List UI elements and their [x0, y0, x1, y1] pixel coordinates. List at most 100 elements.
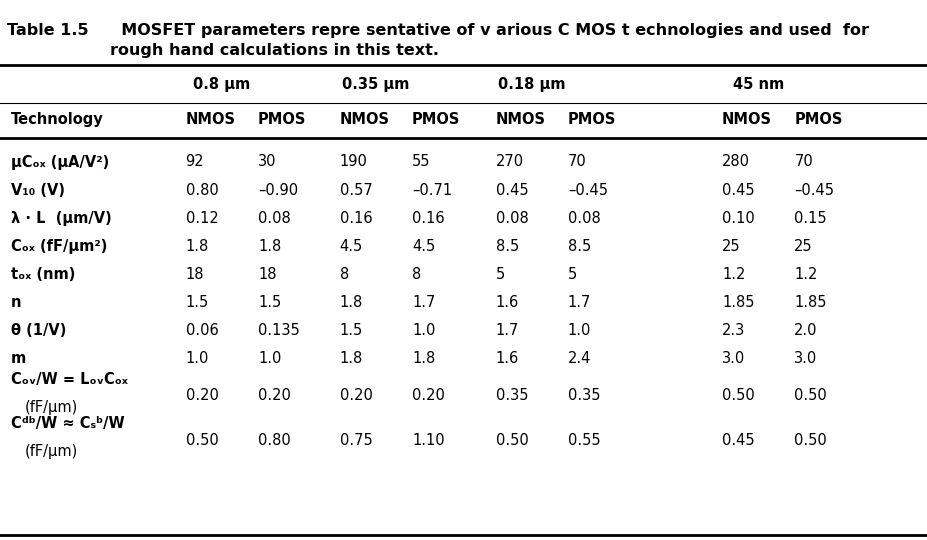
Text: 0.75: 0.75 — [339, 433, 372, 448]
Text: Cᵈᵇ/W ≈ Cₛᵇ/W: Cᵈᵇ/W ≈ Cₛᵇ/W — [11, 416, 124, 431]
Text: 0.45: 0.45 — [721, 183, 754, 198]
Text: NMOS: NMOS — [495, 112, 545, 127]
Text: 0.20: 0.20 — [258, 388, 290, 403]
Text: 0.45: 0.45 — [721, 433, 754, 448]
Text: 0.35 μm: 0.35 μm — [342, 77, 409, 92]
Text: –0.45: –0.45 — [567, 183, 607, 198]
Text: V₁₀ (V): V₁₀ (V) — [11, 183, 65, 198]
Text: 0.57: 0.57 — [339, 183, 372, 198]
Text: 1.0: 1.0 — [258, 351, 281, 366]
Text: PMOS: PMOS — [412, 112, 460, 127]
Text: –0.71: –0.71 — [412, 183, 451, 198]
Text: 0.16: 0.16 — [339, 211, 372, 226]
Text: 92: 92 — [185, 154, 204, 170]
Text: (fF/μm): (fF/μm) — [25, 400, 78, 415]
Text: 0.18 μm: 0.18 μm — [498, 77, 565, 92]
Text: 0.80: 0.80 — [258, 433, 290, 448]
Text: NMOS: NMOS — [339, 112, 389, 127]
Text: 1.7: 1.7 — [567, 295, 590, 310]
Text: 1.10: 1.10 — [412, 433, 444, 448]
Text: 1.6: 1.6 — [495, 351, 518, 366]
Text: 1.2: 1.2 — [794, 267, 817, 282]
Text: Technology: Technology — [11, 112, 104, 127]
Text: 0.35: 0.35 — [495, 388, 527, 403]
Text: 0.08: 0.08 — [495, 211, 527, 226]
Text: 0.8 μm: 0.8 μm — [193, 77, 250, 92]
Text: Table 1.5: Table 1.5 — [7, 23, 89, 38]
Text: 1.5: 1.5 — [258, 295, 281, 310]
Text: 8: 8 — [339, 267, 349, 282]
Text: –0.45: –0.45 — [794, 183, 833, 198]
Text: Cₒᵥ/W = LₒᵥCₒₓ: Cₒᵥ/W = LₒᵥCₒₓ — [11, 372, 128, 387]
Text: 45 nm: 45 nm — [731, 77, 783, 92]
Text: (fF/μm): (fF/μm) — [25, 444, 78, 460]
Text: 1.85: 1.85 — [794, 295, 826, 310]
Text: 4.5: 4.5 — [339, 239, 362, 254]
Text: 1.7: 1.7 — [412, 295, 435, 310]
Text: 1.8: 1.8 — [258, 239, 281, 254]
Text: 18: 18 — [258, 267, 276, 282]
Text: 0.55: 0.55 — [567, 433, 600, 448]
Text: 0.20: 0.20 — [412, 388, 444, 403]
Text: 70: 70 — [794, 154, 812, 170]
Text: 0.10: 0.10 — [721, 211, 754, 226]
Text: Cₒₓ (fF/μm²): Cₒₓ (fF/μm²) — [11, 239, 108, 254]
Text: 3.0: 3.0 — [794, 351, 817, 366]
Text: 0.06: 0.06 — [185, 323, 218, 338]
Text: 0.50: 0.50 — [495, 433, 527, 448]
Text: 0.50: 0.50 — [185, 433, 218, 448]
Text: rough hand calculations in this text.: rough hand calculations in this text. — [109, 43, 438, 58]
Text: 25: 25 — [794, 239, 812, 254]
Text: 0.20: 0.20 — [185, 388, 218, 403]
Text: 0.135: 0.135 — [258, 323, 299, 338]
Text: 1.0: 1.0 — [567, 323, 590, 338]
Text: PMOS: PMOS — [258, 112, 306, 127]
Text: 8: 8 — [412, 267, 421, 282]
Text: 18: 18 — [185, 267, 204, 282]
Text: 1.8: 1.8 — [185, 239, 209, 254]
Text: μCₒₓ (μA/V²): μCₒₓ (μA/V²) — [11, 154, 109, 170]
Text: 1.6: 1.6 — [495, 295, 518, 310]
Text: θ (1/V): θ (1/V) — [11, 323, 67, 338]
Text: 0.35: 0.35 — [567, 388, 600, 403]
Text: 1.0: 1.0 — [185, 351, 209, 366]
Text: 1.5: 1.5 — [185, 295, 209, 310]
Text: tₒₓ (nm): tₒₓ (nm) — [11, 267, 75, 282]
Text: PMOS: PMOS — [567, 112, 616, 127]
Text: 1.8: 1.8 — [339, 351, 362, 366]
Text: 70: 70 — [567, 154, 586, 170]
Text: 1.2: 1.2 — [721, 267, 744, 282]
Text: n: n — [11, 295, 21, 310]
Text: 0.50: 0.50 — [721, 388, 754, 403]
Text: 55: 55 — [412, 154, 430, 170]
Text: 2.0: 2.0 — [794, 323, 817, 338]
Text: 5: 5 — [567, 267, 577, 282]
Text: 0.45: 0.45 — [495, 183, 527, 198]
Text: 1.8: 1.8 — [339, 295, 362, 310]
Text: 0.20: 0.20 — [339, 388, 372, 403]
Text: 30: 30 — [258, 154, 276, 170]
Text: 8.5: 8.5 — [567, 239, 590, 254]
Text: 8.5: 8.5 — [495, 239, 518, 254]
Text: λ · L  (μm/V): λ · L (μm/V) — [11, 211, 112, 226]
Text: 4.5: 4.5 — [412, 239, 435, 254]
Text: 2.4: 2.4 — [567, 351, 590, 366]
Text: PMOS: PMOS — [794, 112, 842, 127]
Text: 3.0: 3.0 — [721, 351, 744, 366]
Text: 25: 25 — [721, 239, 740, 254]
Text: 1.0: 1.0 — [412, 323, 435, 338]
Text: 0.50: 0.50 — [794, 388, 826, 403]
Text: NMOS: NMOS — [721, 112, 771, 127]
Text: 0.80: 0.80 — [185, 183, 218, 198]
Text: 0.08: 0.08 — [258, 211, 290, 226]
Text: 280: 280 — [721, 154, 749, 170]
Text: 0.15: 0.15 — [794, 211, 826, 226]
Text: 0.08: 0.08 — [567, 211, 600, 226]
Text: m: m — [11, 351, 26, 366]
Text: MOSFET parameters repre sentative of v arious C MOS t echnologies and used  for: MOSFET parameters repre sentative of v a… — [109, 23, 868, 38]
Text: 270: 270 — [495, 154, 523, 170]
Text: 2.3: 2.3 — [721, 323, 744, 338]
Text: 0.50: 0.50 — [794, 433, 826, 448]
Text: –0.90: –0.90 — [258, 183, 298, 198]
Text: 0.12: 0.12 — [185, 211, 218, 226]
